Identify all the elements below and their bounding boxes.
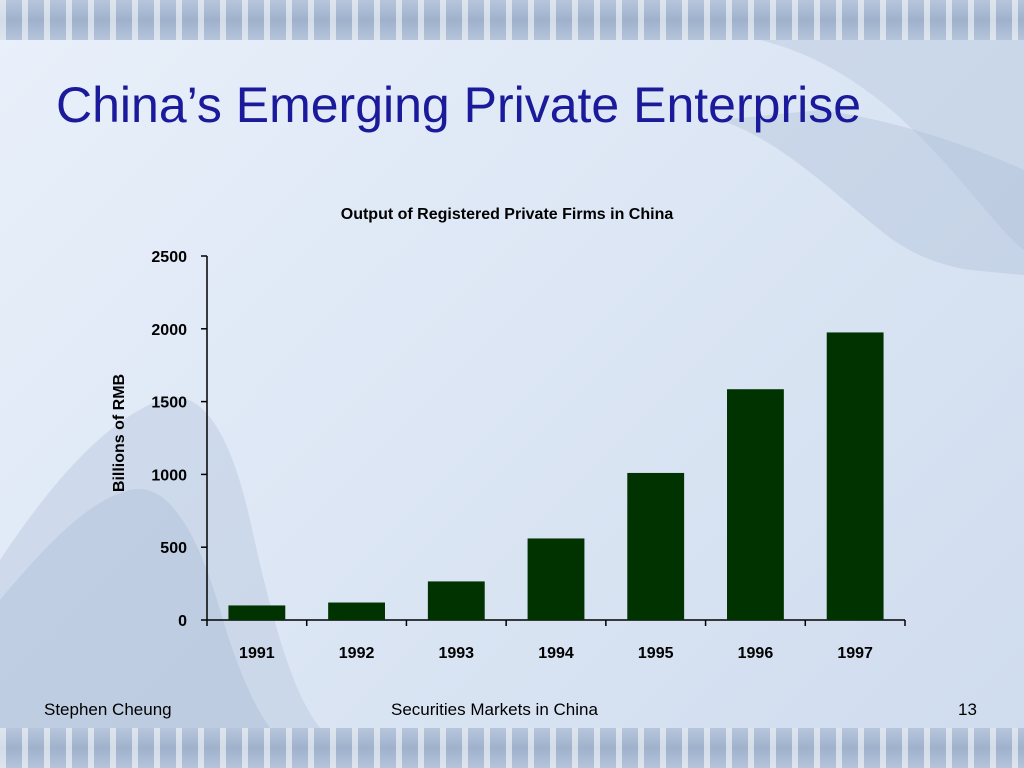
x-tick-label: 1995 — [638, 645, 674, 662]
page-number: 13 — [958, 700, 977, 719]
y-tick-label: 2000 — [151, 322, 187, 339]
footer-course-title: Securities Markets in China — [391, 700, 598, 719]
y-tick-label: 500 — [160, 540, 187, 557]
footer-author: Stephen Cheung — [44, 700, 172, 719]
x-tick-label: 1993 — [438, 645, 474, 662]
bar — [328, 602, 385, 620]
x-tick-label: 1997 — [837, 645, 873, 662]
bar — [527, 538, 585, 620]
y-tick-label: 2500 — [151, 249, 187, 266]
bar — [627, 472, 685, 620]
y-tick-label: 1000 — [151, 467, 187, 484]
y-axis-label: Billions of RMB — [111, 374, 128, 492]
bar — [427, 581, 485, 620]
y-tick-label: 1500 — [151, 395, 187, 412]
y-tick-label: 0 — [178, 613, 187, 630]
x-tick-label: 1991 — [239, 645, 275, 662]
footer-decorative-band — [0, 728, 1024, 768]
x-tick-label: 1994 — [538, 645, 574, 662]
bar — [826, 332, 884, 620]
bar — [727, 389, 784, 620]
x-tick-label: 1992 — [339, 645, 375, 662]
slide-title: China’s Emerging Private Enterprise — [56, 77, 862, 133]
header-decorative-band — [0, 0, 1024, 40]
bar — [228, 605, 286, 620]
chart-title: Output of Registered Private Firms in Ch… — [341, 206, 674, 223]
x-tick-label: 1996 — [738, 645, 774, 662]
